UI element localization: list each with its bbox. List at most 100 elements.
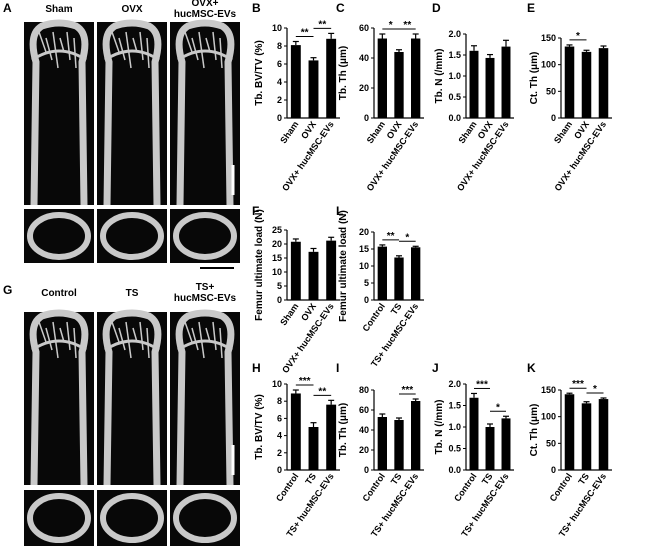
trabecula [52, 321, 59, 359]
error-bar [396, 49, 402, 52]
y-tick-label: 25 [272, 225, 282, 235]
trabecula [205, 37, 211, 53]
trabecula [125, 31, 132, 69]
y-tick-label: 15 [272, 253, 282, 263]
trabecula [191, 327, 199, 351]
x-tick-label: Sham [278, 301, 300, 327]
bar [394, 52, 404, 118]
x-tick-label: Sham [552, 119, 574, 145]
error-bar [396, 417, 402, 420]
error-bar [600, 397, 607, 400]
y-axis-label: Ct. Th (μm) [529, 404, 540, 457]
x-tick-label: TS [389, 471, 404, 486]
cortex [29, 19, 89, 206]
trabecula [59, 37, 65, 53]
y-tick-label: 0.0 [448, 465, 461, 475]
panel-letter: C [336, 1, 345, 15]
bar [598, 48, 609, 119]
cross-section [173, 212, 237, 260]
error-bar [566, 392, 573, 395]
significance-label: * [593, 384, 597, 395]
y-tick-label: 2 [277, 95, 282, 105]
bar [564, 394, 575, 470]
y-tick-label: 2.0 [448, 29, 461, 39]
bar [377, 417, 387, 470]
y-tick-label: 0 [551, 113, 556, 123]
image-label: TS [125, 288, 139, 299]
significance-label: * [405, 232, 409, 243]
panel-letter: I [336, 361, 339, 375]
image-label: Control [41, 288, 77, 299]
y-tick-label: 20 [359, 445, 369, 455]
y-tick-label: 0.0 [448, 113, 461, 123]
trabecula [73, 327, 77, 359]
y-axis-label: Femur ultimate load (N) [338, 210, 349, 322]
y-tick-label: 10 [272, 379, 282, 389]
y-tick-label: 2.0 [448, 379, 461, 389]
panel-letter: A [3, 1, 12, 15]
y-tick-label: 100 [541, 412, 556, 422]
cross-section-image [24, 490, 94, 546]
panel-letter: B [252, 1, 261, 15]
trabecula [219, 327, 223, 359]
cortex [29, 309, 89, 486]
bar [411, 247, 421, 300]
bar [308, 251, 319, 300]
trabecula [139, 31, 144, 61]
trabecula [212, 321, 217, 351]
bar [290, 393, 301, 470]
y-tick-label: 0 [277, 295, 282, 305]
significance-label: * [496, 402, 500, 413]
bone-shape [102, 19, 162, 206]
y-axis-label: Femur ultimate load (N) [254, 209, 265, 321]
growth-plate [104, 339, 160, 352]
significance-label: ** [301, 28, 309, 39]
error-bar [583, 49, 590, 52]
y-axis-label: Tb. Th (μm) [338, 403, 349, 457]
bar [394, 420, 404, 470]
x-tick-label: Sham [278, 119, 300, 145]
bar [501, 46, 511, 118]
y-axis-label: Tb. BV/TV (%) [254, 394, 265, 460]
y-tick-label: 0 [277, 465, 282, 475]
y-tick-label: 50 [546, 86, 556, 96]
growth-plate [31, 49, 87, 62]
cross-section-image [97, 490, 167, 546]
y-tick-label: 0 [277, 113, 282, 123]
y-tick-label: 5 [277, 281, 282, 291]
error-bar [412, 33, 419, 39]
y-tick-label: 0.5 [448, 444, 461, 454]
bar [326, 38, 337, 118]
bone-shape [102, 309, 162, 486]
trabecula [132, 37, 138, 53]
trabecula [191, 37, 199, 61]
growth-plate [177, 49, 233, 62]
trabecula [111, 31, 120, 53]
error-bar [310, 247, 317, 252]
bar [290, 45, 301, 118]
error-bar [503, 415, 509, 419]
trabecula [66, 321, 71, 351]
y-tick-label: 8 [277, 396, 282, 406]
significance-label: ** [318, 19, 326, 30]
error-bar [471, 392, 477, 398]
trabecula [205, 327, 211, 343]
significance-label: ** [403, 20, 411, 31]
error-bar [412, 398, 419, 401]
error-bar [310, 57, 317, 61]
panel-letter: H [252, 361, 261, 375]
y-tick-label: 80 [359, 385, 369, 395]
y-tick-label: 20 [272, 239, 282, 249]
error-bar [487, 423, 493, 427]
error-bar [310, 422, 317, 427]
bar [485, 427, 495, 470]
trabecula [132, 327, 138, 343]
y-tick-label: 150 [541, 33, 556, 43]
trabecula [73, 37, 77, 69]
cross-section [100, 493, 164, 543]
image-label: OVX+ hucMSC-EVs [173, 0, 237, 20]
y-tick-label: 50 [546, 438, 556, 448]
y-tick-label: 0 [551, 465, 556, 475]
image-label: OVX [121, 4, 143, 15]
x-tick-label: Sham [365, 119, 387, 145]
